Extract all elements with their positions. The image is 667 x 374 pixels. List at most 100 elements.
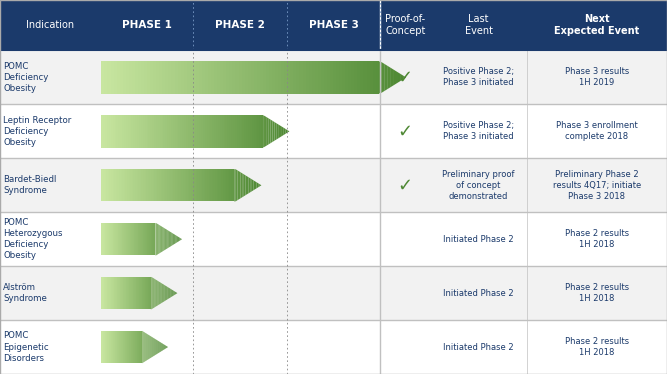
Polygon shape	[154, 279, 155, 308]
Polygon shape	[119, 223, 120, 255]
Polygon shape	[265, 116, 267, 147]
Polygon shape	[183, 61, 187, 94]
Text: ✓: ✓	[398, 68, 413, 86]
Polygon shape	[139, 223, 140, 255]
Polygon shape	[239, 171, 241, 199]
Polygon shape	[151, 223, 152, 255]
Polygon shape	[101, 61, 105, 94]
Polygon shape	[166, 286, 167, 300]
Polygon shape	[152, 115, 154, 148]
FancyBboxPatch shape	[0, 0, 667, 50]
Text: Proof-of-
Concept: Proof-of- Concept	[385, 14, 426, 36]
Polygon shape	[388, 66, 391, 89]
Polygon shape	[151, 169, 153, 202]
Polygon shape	[153, 169, 154, 202]
Polygon shape	[103, 277, 105, 309]
Polygon shape	[171, 115, 173, 148]
Polygon shape	[158, 281, 159, 305]
Polygon shape	[250, 178, 252, 192]
Text: Leptin Receptor
Deficiency
Obesity: Leptin Receptor Deficiency Obesity	[3, 116, 71, 147]
Polygon shape	[144, 61, 147, 94]
Polygon shape	[220, 61, 223, 94]
Polygon shape	[149, 169, 151, 202]
Polygon shape	[154, 169, 156, 202]
Polygon shape	[114, 169, 116, 202]
Polygon shape	[104, 223, 105, 255]
Polygon shape	[135, 115, 137, 148]
Polygon shape	[379, 61, 382, 94]
Polygon shape	[126, 61, 129, 94]
Polygon shape	[163, 228, 164, 251]
Polygon shape	[199, 61, 202, 94]
Text: ✓: ✓	[398, 176, 413, 194]
Polygon shape	[129, 169, 130, 202]
Text: Last
Event: Last Event	[465, 14, 492, 36]
FancyBboxPatch shape	[0, 212, 667, 266]
Polygon shape	[161, 169, 162, 202]
Text: Positive Phase 2;
Phase 3 initiated: Positive Phase 2; Phase 3 initiated	[443, 121, 514, 141]
Polygon shape	[159, 225, 160, 253]
Polygon shape	[123, 223, 124, 255]
Polygon shape	[169, 169, 170, 202]
Polygon shape	[324, 61, 327, 94]
Polygon shape	[293, 61, 296, 94]
Text: Next
Expected Event: Next Expected Event	[554, 14, 640, 36]
Polygon shape	[221, 169, 223, 202]
Polygon shape	[260, 184, 261, 186]
Polygon shape	[181, 239, 182, 240]
Polygon shape	[169, 61, 171, 94]
Polygon shape	[199, 169, 201, 202]
Polygon shape	[151, 277, 152, 309]
Polygon shape	[159, 115, 161, 148]
Polygon shape	[150, 223, 151, 255]
Polygon shape	[346, 61, 348, 94]
Polygon shape	[148, 115, 150, 148]
Polygon shape	[145, 169, 146, 202]
Polygon shape	[205, 61, 208, 94]
Polygon shape	[119, 277, 120, 309]
Polygon shape	[255, 181, 257, 189]
Polygon shape	[257, 115, 259, 148]
Polygon shape	[274, 122, 276, 141]
Polygon shape	[123, 277, 124, 309]
Polygon shape	[115, 277, 116, 309]
Polygon shape	[199, 115, 201, 148]
Polygon shape	[211, 61, 214, 94]
Polygon shape	[202, 169, 204, 202]
Polygon shape	[161, 115, 163, 148]
Polygon shape	[171, 289, 172, 297]
Polygon shape	[191, 169, 193, 202]
Polygon shape	[235, 61, 239, 94]
Polygon shape	[139, 115, 141, 148]
Polygon shape	[133, 169, 135, 202]
Polygon shape	[165, 229, 166, 250]
Polygon shape	[143, 277, 144, 309]
Text: POMC
Epigenetic
Disorders: POMC Epigenetic Disorders	[3, 331, 49, 363]
Polygon shape	[330, 61, 333, 94]
Polygon shape	[101, 277, 102, 309]
Polygon shape	[120, 115, 122, 148]
Text: PHASE 1: PHASE 1	[122, 20, 171, 30]
Polygon shape	[184, 115, 186, 148]
Polygon shape	[111, 223, 112, 255]
Polygon shape	[147, 223, 148, 255]
Polygon shape	[214, 115, 216, 148]
Polygon shape	[122, 223, 123, 255]
Polygon shape	[172, 169, 173, 202]
Polygon shape	[165, 61, 169, 94]
Polygon shape	[165, 285, 166, 301]
Polygon shape	[157, 224, 158, 255]
Polygon shape	[169, 288, 170, 298]
Polygon shape	[196, 61, 199, 94]
Polygon shape	[185, 169, 186, 202]
Polygon shape	[125, 169, 127, 202]
Polygon shape	[117, 61, 119, 94]
Polygon shape	[122, 115, 124, 148]
Polygon shape	[210, 169, 212, 202]
Polygon shape	[168, 231, 169, 248]
Polygon shape	[178, 169, 180, 202]
Polygon shape	[124, 169, 125, 202]
Polygon shape	[169, 231, 170, 247]
Polygon shape	[220, 115, 221, 148]
Polygon shape	[273, 121, 274, 142]
